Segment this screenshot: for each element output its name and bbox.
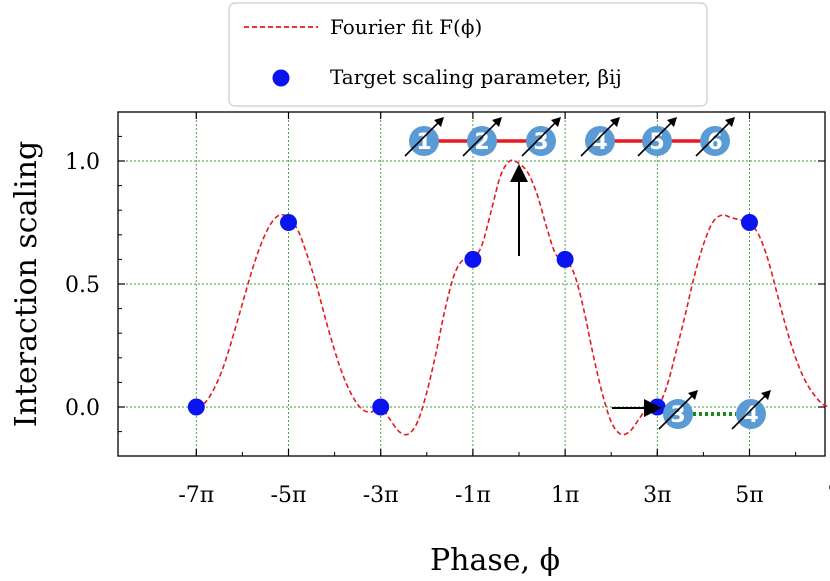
spin-node-label: 3 xyxy=(670,403,685,428)
spin-arrow-head-icon xyxy=(688,390,698,400)
spin-arrow-head-icon xyxy=(610,117,620,127)
spin-node-label: 4 xyxy=(743,403,758,428)
y-tick-label: 0.0 xyxy=(65,396,100,421)
data-point xyxy=(372,398,390,416)
spin-arrow-icon xyxy=(404,119,442,157)
x-tick-label: 7π xyxy=(827,483,830,508)
x-tick-labels: -7π -5π -3π -1π 1π 3π 5π 7π xyxy=(178,483,830,508)
spin-arrow-icon xyxy=(521,119,559,157)
spin-arrow-icon xyxy=(658,392,696,430)
fourier-fit-line xyxy=(195,159,830,436)
spin-arrow-icon xyxy=(731,392,769,430)
legend-target-label: Target scaling parameter, βij xyxy=(330,65,622,89)
spin-node: 3 xyxy=(658,390,698,430)
top-spin-chain: 1 2 3 4 5 6 xyxy=(404,117,735,157)
x-tick-label: 3π xyxy=(643,483,671,508)
spin-node-label: 6 xyxy=(707,130,722,155)
data-point xyxy=(280,214,297,231)
up-arrow-head-icon xyxy=(510,164,528,182)
annotation-arrows xyxy=(510,164,662,417)
x-tick-label: -1π xyxy=(455,483,491,508)
spin-arrow-head-icon xyxy=(492,117,502,127)
spin-node-circle xyxy=(467,126,497,156)
target-points xyxy=(187,214,758,416)
grid-lines xyxy=(118,112,825,456)
x-tick-label: -5π xyxy=(271,483,307,508)
y-axis-title: Interaction scaling xyxy=(9,141,44,427)
spin-node: 2 xyxy=(462,117,502,157)
data-point xyxy=(464,250,482,268)
spin-arrow-head-icon xyxy=(761,390,771,400)
spin-node-circle xyxy=(736,399,766,429)
legend: Fourier fit F(ϕ) Target scaling paramete… xyxy=(228,2,708,107)
spin-node: 4 xyxy=(580,117,620,157)
spin-node: 4 xyxy=(731,390,771,430)
spin-arrow-icon xyxy=(695,119,733,157)
spin-node: 5 xyxy=(637,117,677,157)
spin-arrow-head-icon xyxy=(725,117,735,127)
spin-arrow-head-icon xyxy=(434,117,444,127)
legend-target-swatch xyxy=(272,69,290,87)
legend-fit-label: Fourier fit F(ϕ) xyxy=(330,15,482,39)
spin-node-label: 4 xyxy=(592,130,607,155)
spin-arrow-head-icon xyxy=(551,117,561,127)
y-tick-label: 1.0 xyxy=(65,150,100,175)
spin-node-circle xyxy=(700,126,730,156)
spin-arrow-head-icon xyxy=(667,117,677,127)
x-tick-label: -3π xyxy=(363,483,399,508)
spin-node-circle xyxy=(585,126,615,156)
spin-node-label: 5 xyxy=(649,130,664,155)
spin-node-circle xyxy=(526,126,556,156)
legend-box xyxy=(228,2,708,107)
spin-node-circle xyxy=(663,399,693,429)
x-tick-label: 1π xyxy=(551,483,579,508)
data-point xyxy=(556,250,574,268)
axis-ticks xyxy=(118,112,825,456)
spin-arrow-icon xyxy=(462,119,500,157)
right-arrow-head-icon xyxy=(644,399,662,417)
spin-node: 6 xyxy=(695,117,735,157)
data-point xyxy=(741,214,758,231)
y-tick-labels: 0.0 0.5 1.0 xyxy=(65,150,100,421)
x-axis-title: Phase, ϕ xyxy=(430,543,560,578)
spin-node-label: 2 xyxy=(474,130,489,155)
spin-node-label: 3 xyxy=(533,130,548,155)
data-point xyxy=(187,398,205,416)
y-tick-label: 0.5 xyxy=(65,273,100,298)
spin-node-circle xyxy=(642,126,672,156)
spin-node: 1 xyxy=(404,117,444,157)
spin-node-circle xyxy=(409,126,439,156)
spin-node-label: 1 xyxy=(416,130,431,155)
spin-node: 3 xyxy=(521,117,561,157)
x-tick-label: -7π xyxy=(178,483,214,508)
spin-arrow-icon xyxy=(637,119,675,157)
spin-arrow-icon xyxy=(580,119,618,157)
x-tick-label: 5π xyxy=(735,483,763,508)
